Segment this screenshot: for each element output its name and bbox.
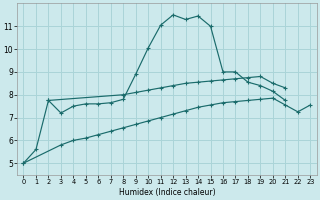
X-axis label: Humidex (Indice chaleur): Humidex (Indice chaleur): [119, 188, 215, 197]
